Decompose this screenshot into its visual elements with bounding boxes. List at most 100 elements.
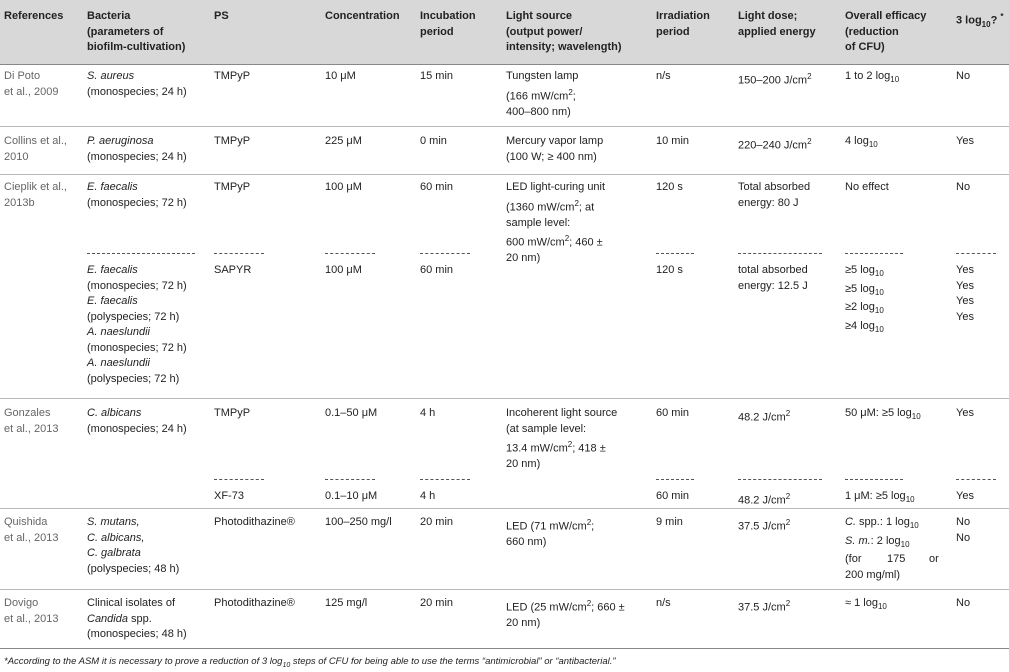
ps-cell: Photodithazine® [214,597,295,609]
light-dose-cell: 37.5 J/cm2 [738,518,791,533]
header-divider [0,64,1009,65]
incubation-cell: 4 h [420,407,436,419]
light-dose-cell: total absorbed energy: 12.5 J [738,264,808,292]
efficacy-cell: 1 μM: ≥5 log10 [845,490,915,505]
subrow-dash [87,253,195,254]
row-divider [0,508,1009,509]
subrow-dash [845,479,903,480]
ref-quishida: Quishida et al., 2013 [4,516,59,544]
table-bottom-border [0,648,1009,649]
subrow-dash [845,253,903,254]
log-cell: Yes Yes Yes Yes [956,264,974,323]
concentration-cell: 225 μM [325,135,362,147]
log-cell: No No [956,516,971,544]
table-footnote: *According to the ASM it is necessary to… [4,656,616,669]
irradiation-cell: 120 s [656,264,683,276]
efficacy-cell: 4 log10 [845,135,878,150]
header-light-dose: Light dose; applied energy [738,10,816,38]
bacteria-cell: E. faecalis (monospecies; 72 h) E. faecal… [87,264,187,385]
bacteria-cell: S. mutans, C. albicans, C. galbrata (polysp… [87,516,180,575]
light-source-cell: Incoherent light source (at sample level:… [506,407,618,471]
incubation-cell: 60 min [420,181,454,193]
light-source-cell: LED light-curing unit (1360 mW/cm2; at s… [506,181,606,265]
subrow-dash [656,253,694,254]
header-bacteria: Bacteria (parameters of biofilm-cultivatio… [87,10,186,53]
log-cell: Yes [956,490,974,502]
ps-cell: SAPYR [214,264,252,276]
light-dose-cell: 48.2 J/cm2 [738,409,791,424]
ps-cell: TMPyP [214,407,251,419]
irradiation-cell: n/s [656,70,671,82]
bacteria-cell: P. aeruginosa (monospecies; 24 h) [87,135,187,163]
efficacy-cell: 1 to 2 log10 [845,70,900,85]
header-efficacy: Overall efficacy (reduction of CFU) [845,10,927,53]
bacteria-cell: E. faecalis (monospecies; 72 h) [87,181,187,209]
concentration-cell: 10 μM [325,70,356,82]
efficacy-cell: C. spp.: 1 log10 S. m.: 2 log10 (for 175… [845,516,939,581]
ps-cell: TMPyP [214,135,251,147]
incubation-cell: 60 min [420,264,454,276]
ps-cell: TMPyP [214,70,251,82]
irradiation-cell: 60 min [656,490,690,502]
light-source-cell: LED (71 mW/cm2; 660 nm) [506,518,595,549]
light-source-cell: LED (25 mW/cm2; 660 ±20 nm) [506,599,625,630]
efficacy-cell: ≥5 log10 ≥5 log10 ≥2 log10 ≥4 log10 [845,264,884,335]
subrow-dash [214,479,264,480]
incubation-cell: 20 min [420,516,454,528]
light-source-cell: Mercury vapor lamp (100 W; ≥ 400 nm) [506,135,604,163]
subrow-dash [325,253,375,254]
subrow-dash [325,479,375,480]
concentration-cell: 100 μM [325,264,362,276]
concentration-cell: 0.1–10 μM [325,490,378,502]
ps-cell: TMPyP [214,181,251,193]
irradiation-cell: 10 min [656,135,690,147]
efficacy-cell: ≈ 1 log10 [845,597,887,612]
ref-collins: Collins et al., 2010 [4,135,67,163]
incubation-cell: 4 h [420,490,436,502]
light-dose-cell: Total absorbed energy: 80 J [738,181,811,209]
ref-dovigo: Dovigo et al., 2013 [4,597,59,625]
header-3log: 3 log10? * [956,12,1004,29]
ref-cieplik: Cieplik et al., 2013b [4,181,67,209]
bacteria-cell: Clinical isolates of Candida spp. (monospe… [87,597,187,640]
log-cell: No [956,70,971,82]
light-dose-cell: 48.2 J/cm2 [738,492,791,507]
row-divider [0,126,1009,127]
header-references: References [4,10,64,22]
bacteria-cell: C. albicans (monospecies; 24 h) [87,407,187,435]
log-cell: Yes [956,407,974,419]
subrow-dash [214,253,264,254]
light-dose-cell: 220–240 J/cm2 [738,137,812,152]
header-ps: PS [214,10,229,22]
light-source-cell: Tungsten lamp (166 mW/cm2; 400–800 nm) [506,70,579,118]
row-divider [0,398,1009,399]
irradiation-cell: 60 min [656,407,690,419]
log-cell: No [956,597,971,609]
light-dose-cell: 37.5 J/cm2 [738,599,791,614]
header-concentration: Concentration [325,10,400,22]
bacteria-cell: S. aureus (monospecies; 24 h) [87,70,187,98]
incubation-cell: 15 min [420,70,454,82]
irradiation-cell: 120 s [656,181,683,193]
header-row-background [0,0,1009,64]
ref-gonzales: Gonzales et al., 2013 [4,407,59,435]
ref-di-poto: Di Poto et al., 2009 [4,70,59,98]
row-divider [0,589,1009,590]
subrow-dash [956,479,996,480]
efficacy-cell: No effect [845,181,889,193]
subrow-dash [738,479,822,480]
concentration-cell: 0.1–50 μM [325,407,378,419]
subrow-dash [956,253,996,254]
log-cell: Yes [956,135,974,147]
efficacy-cell: 50 μM: ≥5 log10 [845,407,921,422]
subrow-dash [420,479,470,480]
incubation-cell: 20 min [420,597,454,609]
incubation-cell: 0 min [420,135,447,147]
row-divider [0,174,1009,175]
irradiation-cell: n/s [656,597,671,609]
ps-cell: Photodithazine® [214,516,295,528]
ps-cell: XF-73 [214,490,244,502]
concentration-cell: 125 mg/l [325,597,368,609]
concentration-cell: 100 μM [325,181,362,193]
header-irradiation: Irradiation period [656,10,710,38]
